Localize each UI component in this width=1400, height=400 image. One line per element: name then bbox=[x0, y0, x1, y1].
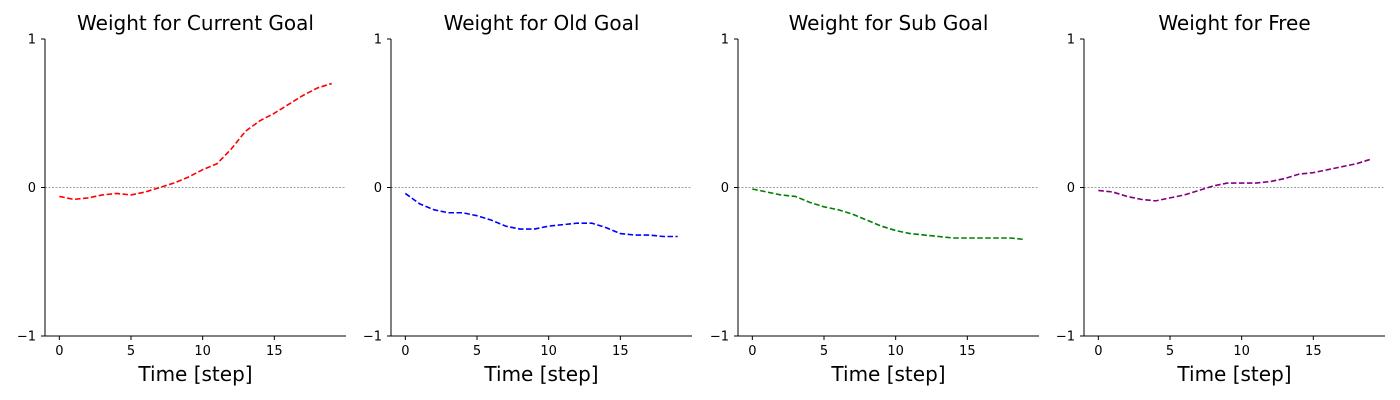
y-tick-label: −1 bbox=[17, 330, 36, 345]
y-tick-label: 1 bbox=[1067, 33, 1075, 48]
x-tick-label: 0 bbox=[1094, 344, 1102, 359]
x-tick-label: 5 bbox=[127, 344, 135, 359]
y-tick-label: 1 bbox=[721, 33, 729, 48]
x-tick-label: 15 bbox=[266, 344, 283, 359]
x-axis-label: Time [step] bbox=[137, 362, 252, 386]
chart-title: Weight for Free bbox=[1158, 11, 1310, 35]
x-tick-label: 10 bbox=[1233, 344, 1250, 359]
x-tick-label: 15 bbox=[612, 344, 629, 359]
x-axis-label: Time [step] bbox=[483, 362, 598, 386]
y-tick-label: 1 bbox=[374, 33, 382, 48]
data-line-series-1 bbox=[1098, 158, 1371, 202]
y-tick-label: 1 bbox=[28, 33, 36, 48]
chart-title: Weight for Sub Goal bbox=[789, 11, 989, 35]
data-line-series-1 bbox=[752, 188, 1025, 241]
chart-title: Weight for Old Goal bbox=[444, 11, 640, 35]
chart-title: Weight for Current Goal bbox=[77, 11, 314, 35]
x-tick-label: 5 bbox=[1166, 344, 1174, 359]
x-tick-label: 5 bbox=[820, 344, 828, 359]
y-tick-label: 0 bbox=[1067, 181, 1075, 196]
y-tick-label: 0 bbox=[374, 181, 382, 196]
x-tick-label: 0 bbox=[55, 344, 63, 359]
x-tick-label: 10 bbox=[194, 344, 211, 359]
x-tick-label: 0 bbox=[401, 344, 409, 359]
x-tick-label: 0 bbox=[748, 344, 756, 359]
x-tick-label: 15 bbox=[959, 344, 976, 359]
x-tick-label: 10 bbox=[540, 344, 557, 359]
y-tick-label: 0 bbox=[721, 181, 729, 196]
y-tick-label: −1 bbox=[710, 330, 729, 345]
y-tick-label: −1 bbox=[363, 330, 382, 345]
x-tick-label: 10 bbox=[887, 344, 904, 359]
y-tick-label: −1 bbox=[1056, 330, 1075, 345]
data-line-series-1 bbox=[59, 82, 332, 201]
x-axis-label: Time [step] bbox=[1176, 362, 1291, 386]
data-line-series-1 bbox=[404, 192, 678, 238]
x-axis-label: Time [step] bbox=[830, 362, 945, 386]
x-tick-label: 5 bbox=[473, 344, 481, 359]
x-tick-label: 15 bbox=[1305, 344, 1322, 359]
y-tick-label: 0 bbox=[28, 181, 36, 196]
